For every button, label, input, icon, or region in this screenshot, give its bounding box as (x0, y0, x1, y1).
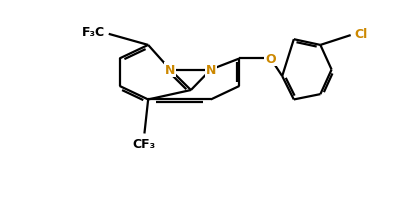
Text: N: N (165, 64, 175, 77)
Text: CF₃: CF₃ (133, 137, 156, 150)
Text: N: N (206, 64, 216, 77)
Text: Cl: Cl (354, 28, 367, 41)
Text: O: O (265, 53, 276, 66)
Text: F₃C: F₃C (82, 26, 105, 39)
